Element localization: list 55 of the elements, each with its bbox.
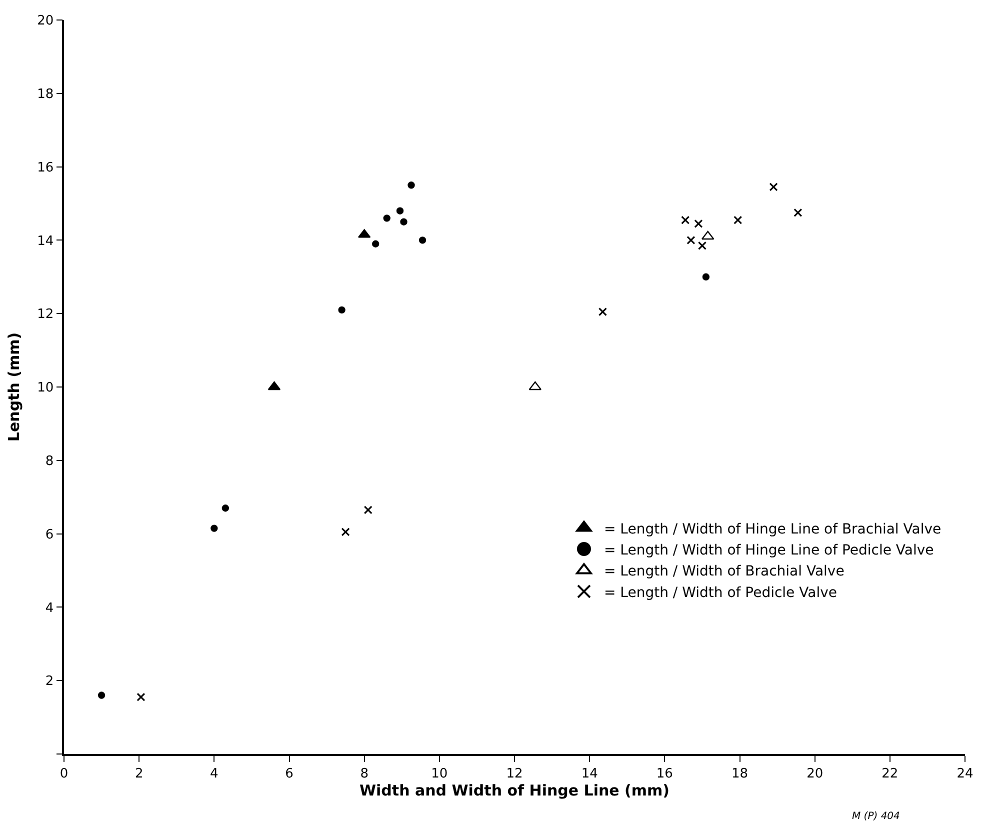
point bbox=[681, 216, 690, 224]
y-tick-label: 12 bbox=[37, 307, 54, 322]
y-tick-label: 16 bbox=[37, 160, 54, 176]
x-tick-label: 2 bbox=[134, 766, 144, 782]
x-tick-label: 6 bbox=[285, 766, 294, 782]
y-tick-label: 8 bbox=[45, 454, 54, 469]
x-tick-label: 22 bbox=[882, 766, 898, 782]
point bbox=[341, 528, 350, 536]
point bbox=[400, 218, 408, 226]
text: M (P) 404 bbox=[852, 811, 900, 822]
x-tick-label: 8 bbox=[360, 766, 368, 782]
y-tick-label: 14 bbox=[37, 234, 54, 249]
point bbox=[136, 692, 146, 702]
y-tick-label: 10 bbox=[37, 380, 54, 396]
legend-label: = Length / Width of Pedicle Valve bbox=[604, 584, 837, 601]
y-tick-label: 20 bbox=[37, 14, 54, 29]
point bbox=[686, 236, 696, 244]
legend-label: = Length / Width of Hinge Line of Pedicle Valve bbox=[604, 542, 934, 558]
point bbox=[794, 208, 802, 217]
x-tick-label: 4 bbox=[210, 766, 218, 782]
legend-label: = Length / Width of Brachial Valve bbox=[604, 564, 844, 580]
point bbox=[598, 307, 608, 316]
point bbox=[528, 381, 542, 390]
x-tick-label: 24 bbox=[956, 766, 974, 782]
point bbox=[418, 236, 426, 244]
x-tick-label: 0 bbox=[60, 766, 68, 782]
y-tick-label: 4 bbox=[45, 600, 54, 616]
y-tick-label: 2 bbox=[45, 674, 54, 690]
x-tick-label: 10 bbox=[431, 766, 448, 782]
x-axis-title: Width and Width of Hinge Line (mm) bbox=[359, 781, 670, 800]
point bbox=[734, 216, 742, 224]
point bbox=[372, 240, 380, 248]
point bbox=[694, 219, 703, 228]
y-tick-label: 18 bbox=[37, 86, 54, 102]
point bbox=[769, 182, 778, 192]
legend-label: = Length / Width of Hinge Line of Brachial Valve bbox=[604, 521, 942, 538]
y-tick-label: 6 bbox=[45, 527, 54, 542]
point bbox=[210, 524, 218, 532]
x-tick-label: 12 bbox=[506, 766, 523, 782]
point bbox=[701, 230, 714, 240]
x-tick-label: 18 bbox=[731, 766, 748, 782]
x-tick-label: 14 bbox=[581, 766, 598, 782]
point bbox=[338, 306, 346, 314]
point bbox=[396, 207, 404, 214]
point bbox=[268, 381, 281, 390]
point bbox=[383, 214, 390, 222]
point bbox=[702, 273, 710, 280]
point bbox=[408, 182, 415, 189]
point bbox=[698, 241, 707, 250]
point bbox=[364, 506, 372, 514]
y-axis-title: Length (mm) bbox=[4, 332, 23, 442]
x-tick-label: 20 bbox=[806, 766, 824, 782]
x-tick-label: 16 bbox=[656, 766, 673, 782]
point bbox=[222, 504, 230, 512]
point bbox=[98, 692, 106, 699]
